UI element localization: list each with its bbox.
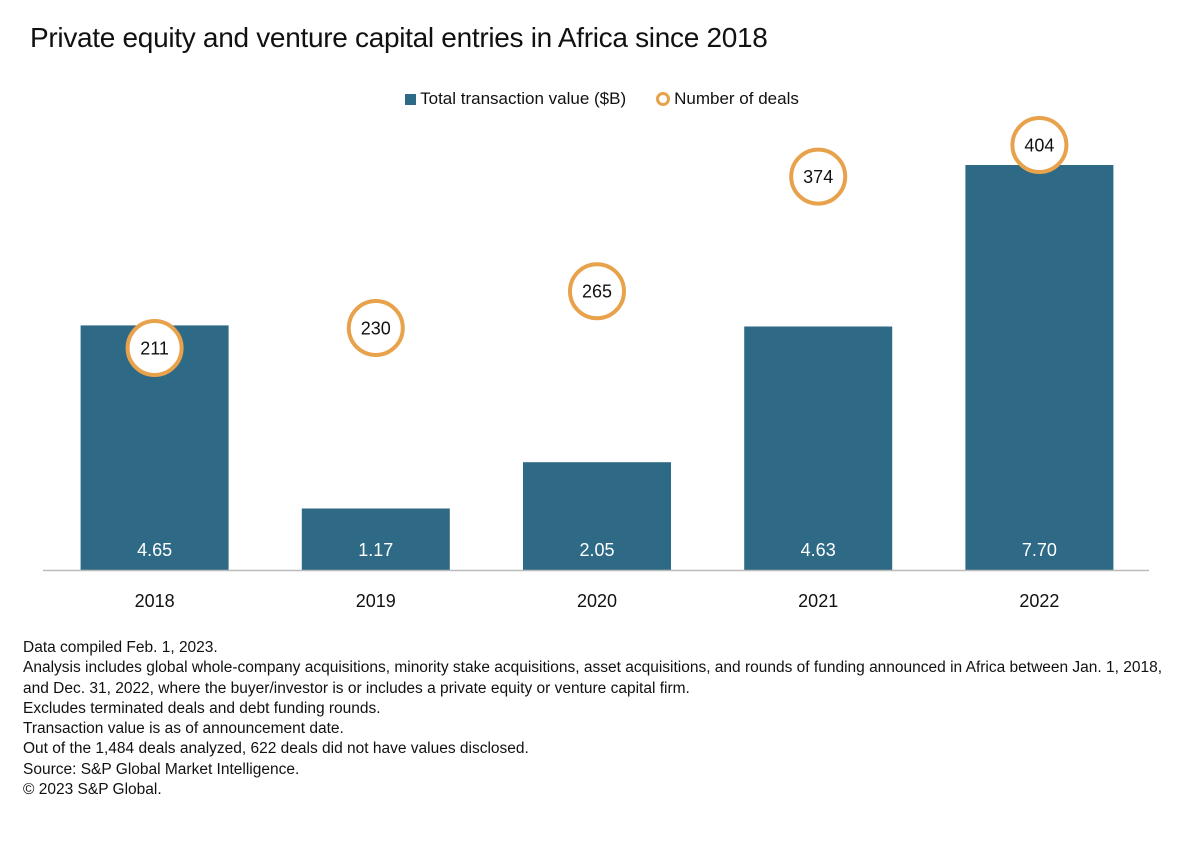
- circles-layer: 211 230 265 374 404: [125, 116, 1069, 377]
- legend-item-transaction-value: Total transaction value ($B): [405, 89, 626, 109]
- x-tick-label: 2019: [356, 591, 396, 611]
- deal-marker-2019: 230: [346, 299, 405, 357]
- bar-2021: [744, 326, 893, 570]
- note-line: Excludes terminated deals and debt fundi…: [23, 699, 381, 717]
- deal-circle: [789, 147, 848, 206]
- note-line: Analysis includes global whole-company a…: [23, 659, 1163, 697]
- bar-value-label: 2.05: [579, 540, 614, 560]
- deal-count-label: 211: [140, 339, 169, 359]
- bars-layer: 4.65 1.17 2.05 4.63 7.70: [80, 165, 1114, 570]
- x-tick-label: 2021: [798, 591, 838, 611]
- deal-circle: [346, 299, 405, 357]
- note-line: Out of the 1,484 deals analyzed, 622 dea…: [23, 740, 529, 758]
- bar-2019: [301, 508, 450, 570]
- note-line: © 2023 S&P Global.: [23, 781, 162, 799]
- note-line: Source: S&P Global Market Intelligence.: [23, 760, 300, 778]
- deal-circle: [568, 262, 626, 321]
- x-tick-label: 2020: [577, 591, 617, 611]
- x-tick-label: 2018: [135, 591, 175, 611]
- deal-circle: [1010, 116, 1069, 174]
- deal-count-label: 404: [1024, 136, 1054, 156]
- chart-title: Private equity and venture capital entri…: [30, 22, 768, 53]
- deal-marker-2021: 374: [789, 147, 848, 206]
- legend-label-transaction-value: Total transaction value ($B): [420, 89, 627, 108]
- x-tick-label: 2022: [1019, 591, 1059, 611]
- deal-count-label: 265: [582, 282, 612, 302]
- deal-marker-2018: 211: [125, 319, 184, 377]
- note-line: Data compiled Feb. 1, 2023.: [23, 639, 218, 656]
- legend-label-number-of-deals: Number of deals: [674, 89, 799, 108]
- chart-notes: Data compiled Feb. 1, 2023. Analysis incl…: [23, 638, 1183, 800]
- deal-marker-2022: 404: [1010, 116, 1069, 174]
- deal-count-label: 374: [803, 167, 833, 187]
- x-tick-labels: 2018 2019 2020 2021 2022: [135, 591, 1060, 611]
- bar-value-label: 4.65: [137, 540, 172, 560]
- bar-swatch-icon: [405, 93, 417, 105]
- deal-count-label: 230: [361, 319, 391, 339]
- chart-plot: 4.65 1.17 2.05 4.63 7.70 2018 2019 2020 2021 202…: [43, 116, 1149, 611]
- bar-2020: [523, 462, 671, 570]
- bar-value-label: 7.70: [1022, 540, 1057, 560]
- legend: Total transaction value ($B) Number of d…: [0, 89, 1204, 109]
- deal-marker-2020: 265: [568, 262, 626, 321]
- circle-swatch-icon: [656, 92, 671, 106]
- deal-circle: [125, 319, 184, 377]
- note-line: Transaction value is as of announcement …: [23, 720, 344, 738]
- legend-item-number-of-deals: Number of deals: [656, 89, 799, 109]
- bar-value-label: 1.17: [358, 540, 393, 560]
- bar-2022: [965, 165, 1114, 570]
- bar-value-label: 4.63: [801, 540, 836, 560]
